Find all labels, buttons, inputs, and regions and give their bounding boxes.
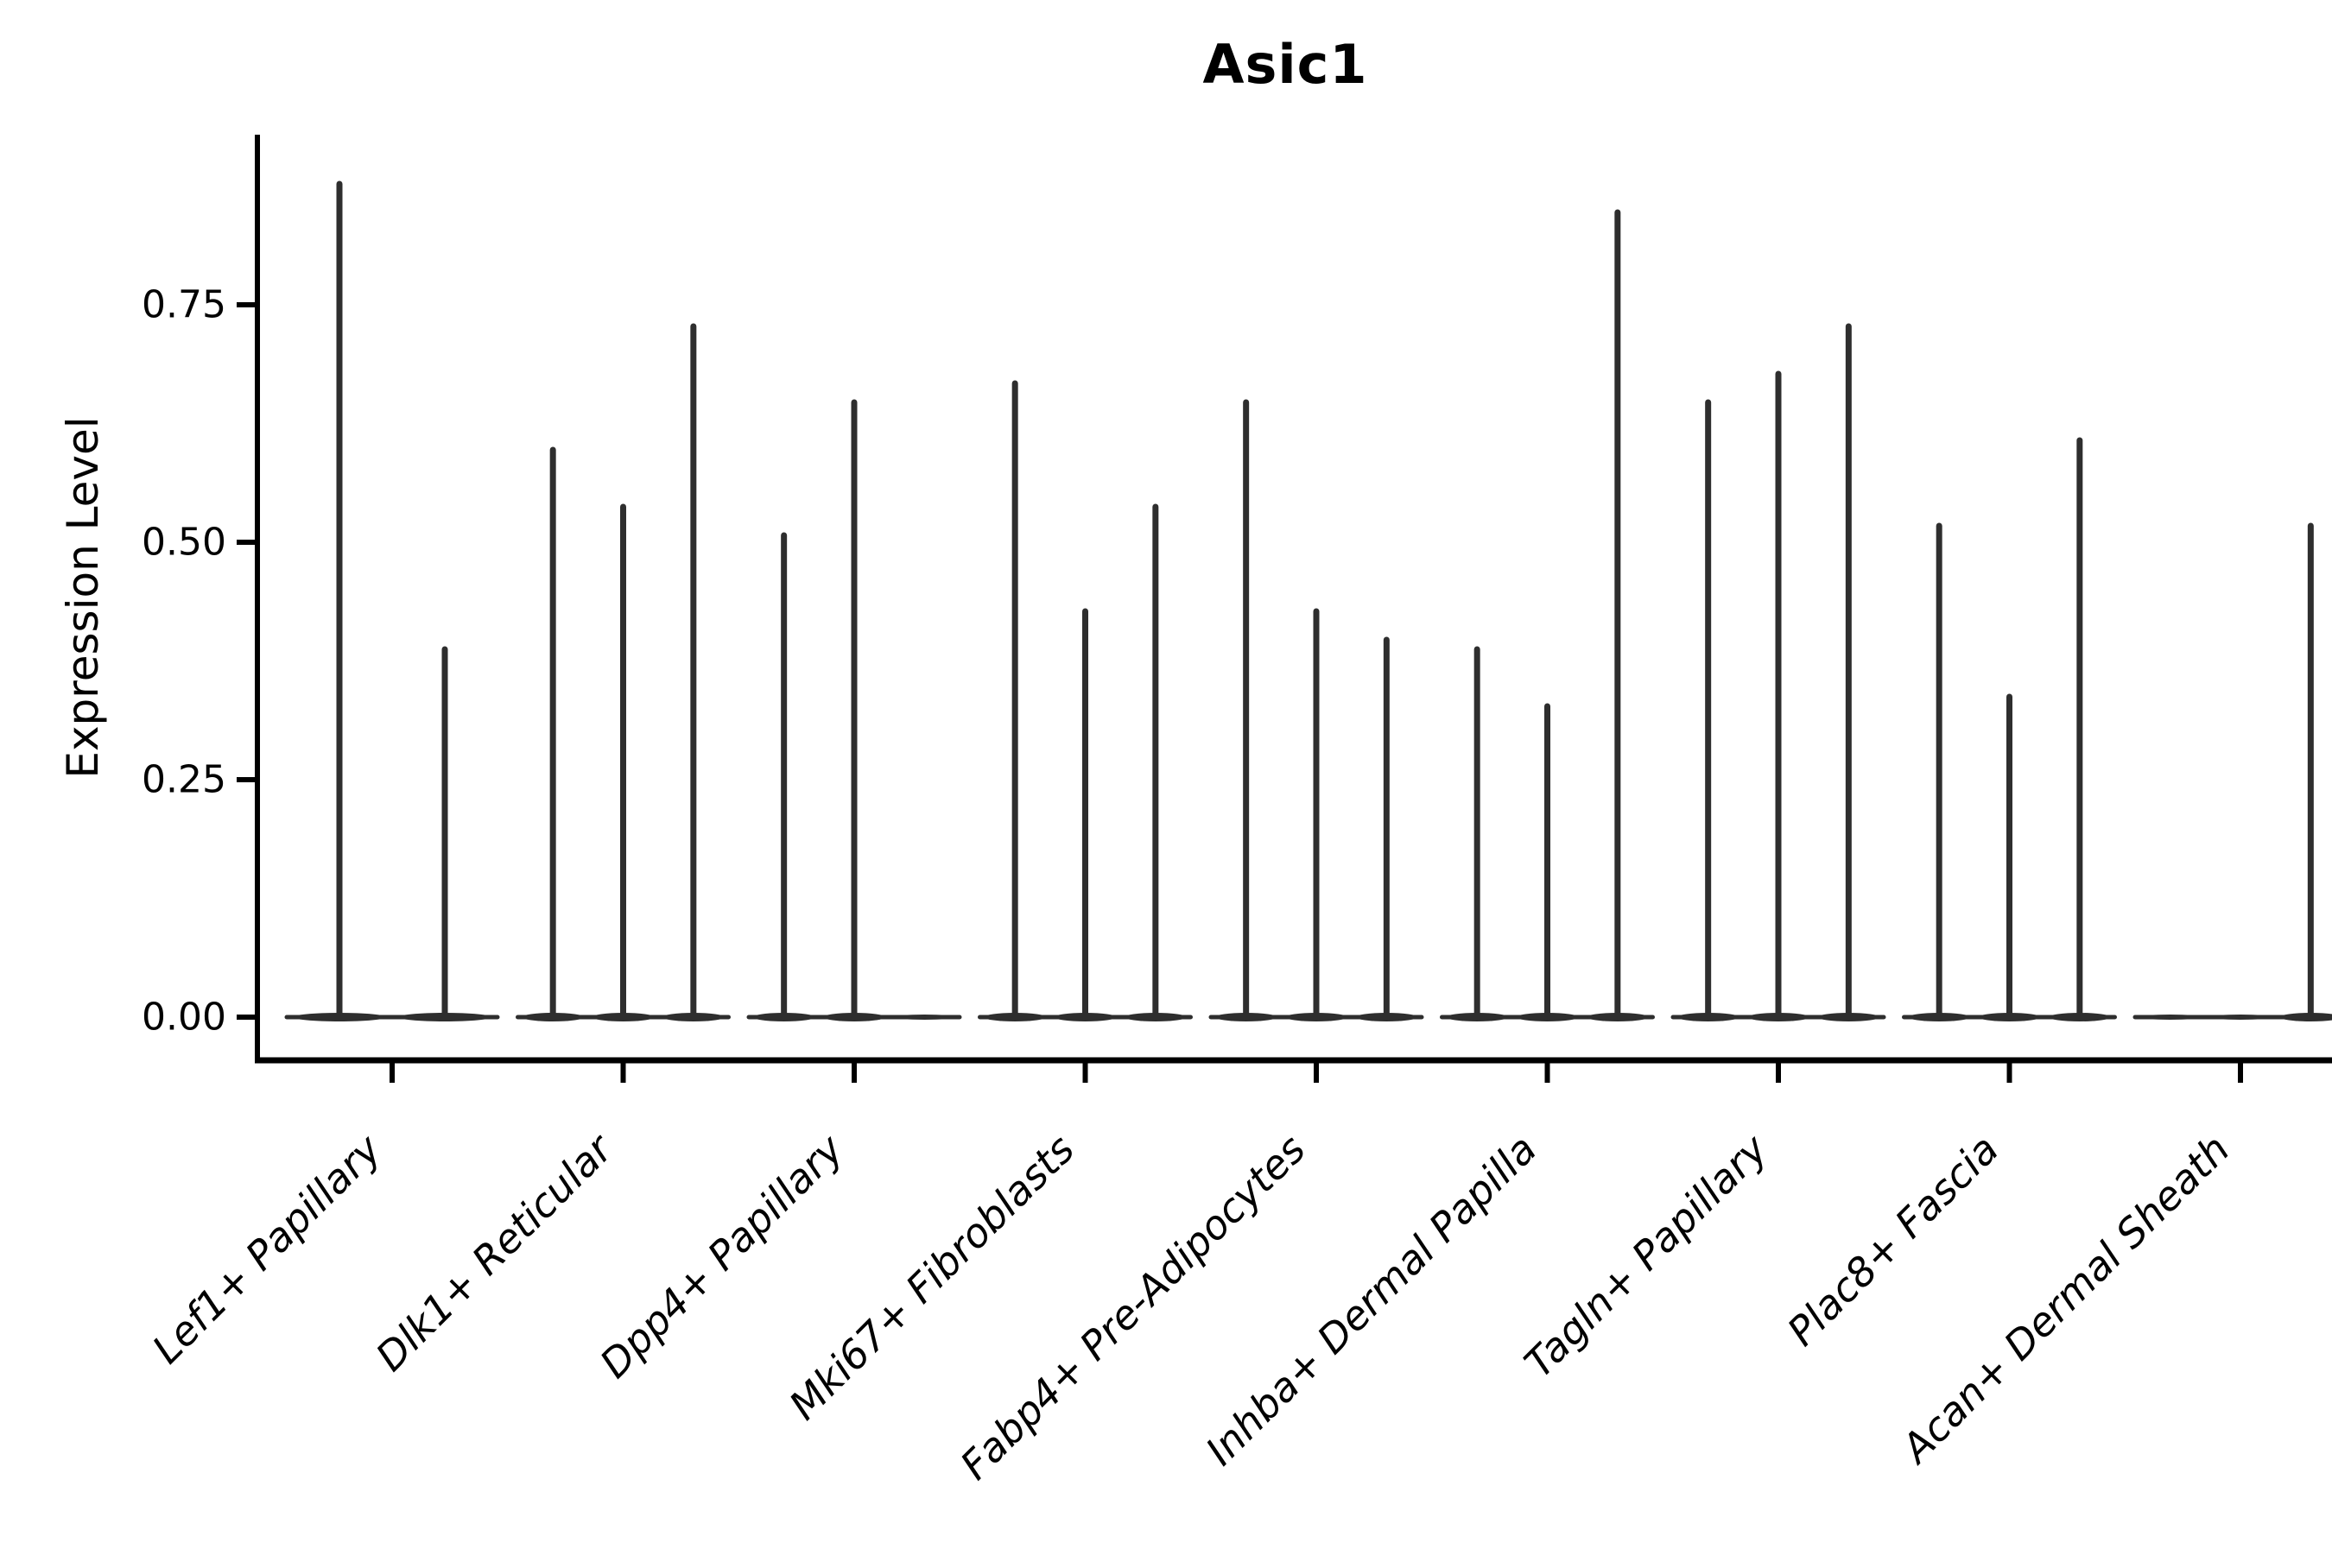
violin-plot-figure: Asic1 Expression Level 0.00 0.25 0.50 0.75 L… [35, 14, 2332, 1568]
violin-body [2209, 1015, 2272, 1020]
x-category-label: Dpp4+ Papillary [591, 1125, 852, 1387]
y-tick-label: 0.75 [142, 283, 226, 327]
y-tick-label: 0.25 [142, 758, 226, 802]
x-category-label: Tagln+ Papillary [1515, 1125, 1777, 1387]
y-tick-label: 0.50 [142, 521, 226, 565]
x-category-label: Lef1+ Papillary [143, 1125, 390, 1372]
violin-body [2279, 1013, 2332, 1021]
x-category-label: Dlk1+ Reticular [367, 1123, 624, 1380]
y-tick-label: 0.00 [142, 996, 226, 1040]
violin-body [2139, 1015, 2202, 1020]
violin-body [893, 1015, 956, 1020]
x-category-label: Plac8+ Fascia [1778, 1126, 2007, 1355]
chart-title: Asic1 [1202, 33, 1368, 96]
